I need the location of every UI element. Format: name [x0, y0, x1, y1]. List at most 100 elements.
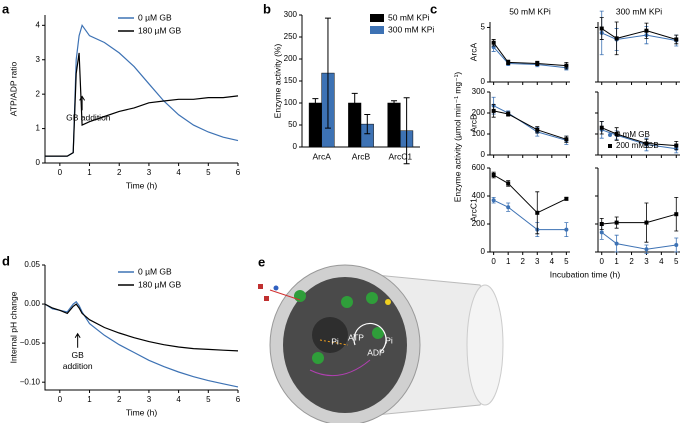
y-tick-label: 100 [472, 129, 486, 138]
point [599, 125, 604, 130]
legend-label: 300 mM KPi [388, 24, 434, 34]
x-tick-label: 3 [147, 168, 152, 177]
x-tick-label: 0 [600, 257, 605, 266]
panel-letter: c [430, 1, 437, 16]
point [644, 28, 649, 33]
x-axis-label: Incubation time (h) [550, 269, 621, 279]
x-tick-label: 3 [644, 257, 649, 266]
y-axis-label: Internal pH change [8, 291, 18, 363]
y-tick-label: 1 [36, 124, 41, 133]
y-tick-label: 0 [36, 158, 41, 167]
cycle-arrow [353, 322, 387, 353]
line [601, 32, 677, 41]
point [535, 61, 540, 66]
path-arrow [309, 359, 371, 377]
axis [489, 92, 570, 156]
y-tick-label: 300 [472, 87, 486, 96]
y-tick-label: 100 [284, 98, 298, 107]
x-tick-label: ArcA [312, 151, 331, 161]
point [506, 60, 511, 65]
annotation: addition [63, 361, 93, 371]
line [601, 28, 677, 40]
protein [294, 290, 306, 302]
y-axis-label: ATP/ADP ratio [8, 61, 18, 116]
legend-label: 0 mM GB [616, 130, 650, 139]
dna [312, 317, 348, 353]
line [493, 174, 567, 214]
protein [341, 296, 353, 308]
x-tick-label: 1 [87, 395, 92, 404]
panel-letter: d [2, 253, 10, 268]
molecule [264, 296, 269, 301]
error-bar [351, 92, 358, 114]
point [599, 222, 604, 226]
error-bar [324, 17, 331, 129]
x-tick-label: 2 [117, 168, 122, 177]
x-tick-label: 6 [236, 395, 241, 404]
x-tick-label: 0 [58, 168, 63, 177]
axis [597, 22, 680, 83]
cell-interior [283, 277, 407, 413]
path-arrow [319, 339, 349, 346]
y-tick-label: 300 [284, 10, 298, 19]
illustration: e ATP ADP Pi Pi [258, 254, 504, 423]
error-bar [403, 97, 410, 165]
y-tick-label: 50 [288, 120, 297, 129]
protein [372, 327, 384, 339]
legend-label: 200 mM GB [616, 141, 659, 150]
y-tick-label: 0 [293, 142, 298, 151]
x-tick-label: 4 [176, 168, 181, 177]
legend-swatch [608, 144, 612, 148]
legend-label: 180 µM GB [138, 279, 181, 289]
point [614, 132, 619, 136]
line [45, 52, 239, 157]
y-tick-label: −0.05 [20, 338, 41, 347]
line [493, 42, 567, 67]
point [506, 112, 511, 117]
point [674, 243, 679, 247]
error-bar [312, 98, 319, 108]
point [614, 36, 619, 41]
x-tick-label: 0 [491, 257, 496, 266]
annotation-arrow [79, 95, 86, 111]
x-tick-label: 4 [659, 257, 664, 266]
annotation-arrow [74, 332, 81, 348]
line [493, 46, 567, 69]
y-tick-label: 2 [36, 89, 41, 98]
point [644, 220, 649, 225]
point [614, 220, 619, 225]
x-tick-label: ArcB [352, 151, 371, 161]
axis [489, 22, 570, 83]
panel-letter: e [258, 254, 265, 269]
line [601, 129, 677, 150]
molecule [273, 285, 279, 291]
x-tick-label: 2 [521, 257, 526, 266]
y-axis-label: Enzyme activity (%) [272, 44, 282, 119]
cell-end [466, 284, 504, 406]
axis [44, 265, 238, 391]
point [644, 247, 649, 252]
y-tick-label: 0.00 [24, 299, 40, 308]
y-tick-label: 200 [472, 219, 486, 228]
legend-swatch [370, 14, 384, 22]
line [601, 232, 677, 250]
x-tick-label: 3 [147, 395, 152, 404]
point [599, 230, 604, 235]
point [491, 198, 496, 203]
x-tick-label: 5 [564, 257, 569, 266]
point [674, 37, 679, 42]
point [491, 40, 496, 45]
path-arrow [269, 289, 301, 301]
y-axis-label: Enzyme activity (µmol min⁻¹ mg⁻¹) [452, 72, 462, 203]
point [674, 143, 679, 148]
x-tick-label: 3 [535, 257, 540, 266]
x-axis-label: Time (h) [126, 180, 157, 190]
bar [308, 102, 322, 148]
x-tick-label: 5 [674, 257, 679, 266]
x-tick-label: 6 [236, 168, 241, 177]
y-tick-label: 0 [481, 150, 486, 159]
x-axis-label: Time (h) [126, 407, 157, 417]
point [614, 241, 619, 246]
y-tick-label: 150 [284, 76, 298, 85]
